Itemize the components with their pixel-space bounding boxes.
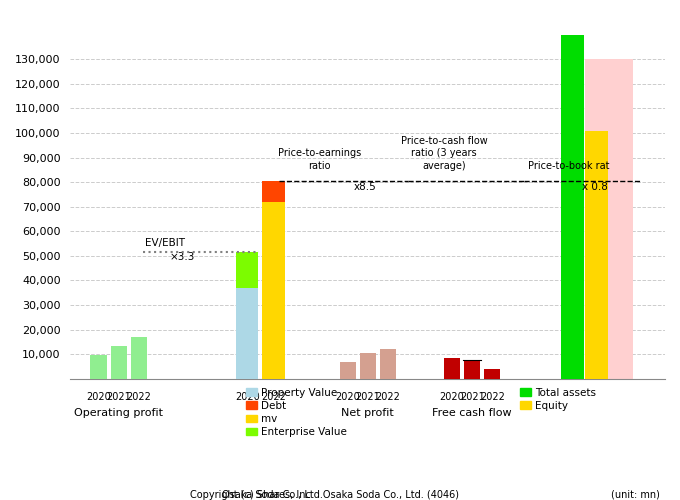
Text: Copyright (c) Shares, Inc: Copyright (c) Shares, Inc bbox=[190, 490, 311, 500]
Bar bbox=[585, 59, 633, 379]
Text: Operating profit: Operating profit bbox=[74, 408, 163, 418]
Legend: Total assets, Equity: Total assets, Equity bbox=[520, 388, 596, 411]
Bar bbox=[262, 202, 285, 379]
Bar bbox=[339, 362, 356, 379]
Text: 2022: 2022 bbox=[261, 392, 286, 402]
Text: EV/EBIT: EV/EBIT bbox=[145, 238, 185, 248]
Text: 2022: 2022 bbox=[375, 392, 401, 402]
Text: Price-to-earnings
ratio: Price-to-earnings ratio bbox=[278, 148, 361, 171]
Bar bbox=[236, 288, 258, 379]
Bar bbox=[585, 130, 608, 379]
Text: 2021: 2021 bbox=[355, 392, 380, 402]
Bar bbox=[444, 358, 460, 379]
Text: Net profit: Net profit bbox=[341, 408, 394, 418]
Bar bbox=[236, 252, 258, 288]
Bar bbox=[561, 34, 584, 379]
Bar bbox=[90, 354, 107, 379]
Text: Price-to-book rat: Price-to-book rat bbox=[528, 160, 610, 170]
Bar bbox=[262, 181, 285, 202]
Text: 2021: 2021 bbox=[460, 392, 485, 402]
Text: Free cash flow: Free cash flow bbox=[432, 408, 512, 418]
Bar bbox=[131, 337, 147, 379]
Bar bbox=[464, 360, 480, 379]
Text: 2020: 2020 bbox=[335, 392, 360, 402]
Text: (unit: mn): (unit: mn) bbox=[611, 490, 660, 500]
Bar bbox=[379, 350, 396, 379]
Text: 2020: 2020 bbox=[86, 392, 111, 402]
Text: 2022: 2022 bbox=[126, 392, 151, 402]
Text: x8.5: x8.5 bbox=[354, 182, 377, 192]
Bar bbox=[484, 369, 500, 379]
Text: Osaka Soda Co., Ltd.Osaka Soda Co., Ltd. (4046): Osaka Soda Co., Ltd.Osaka Soda Co., Ltd.… bbox=[222, 490, 458, 500]
Text: x 0.8: x 0.8 bbox=[582, 182, 608, 192]
Text: 2022: 2022 bbox=[480, 392, 505, 402]
Text: 2020: 2020 bbox=[440, 392, 464, 402]
Bar bbox=[111, 346, 126, 379]
Text: 2021: 2021 bbox=[106, 392, 131, 402]
Text: Price-to-cash flow
ratio (3 years
average): Price-to-cash flow ratio (3 years averag… bbox=[401, 136, 488, 170]
Text: ×3.3: ×3.3 bbox=[169, 252, 194, 262]
Text: 2020: 2020 bbox=[235, 392, 260, 402]
Bar bbox=[360, 353, 376, 379]
